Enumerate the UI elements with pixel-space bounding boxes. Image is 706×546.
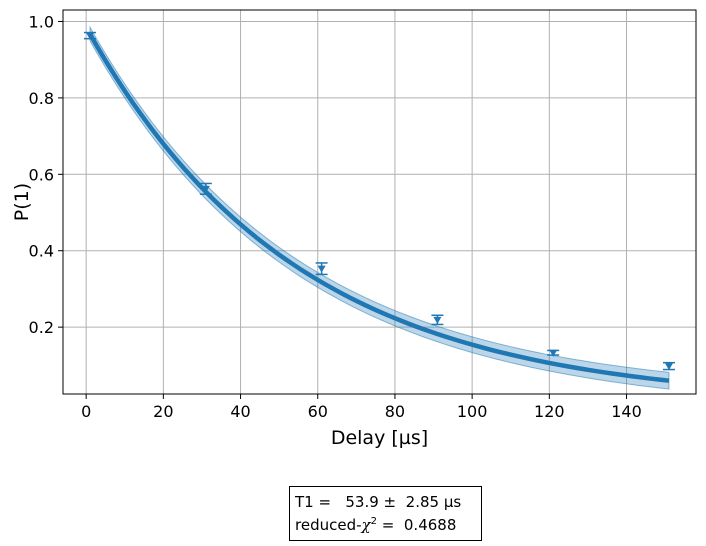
y-tick-label: 0.2 <box>29 318 54 337</box>
point-marker <box>433 316 442 324</box>
fit-line <box>88 32 670 383</box>
chi-equals: = <box>381 515 395 534</box>
data-point <box>315 262 328 276</box>
y-tick-label: 0.8 <box>29 89 54 108</box>
plot-frame <box>62 9 697 395</box>
point-marker <box>317 265 326 273</box>
x-tick-label: 60 <box>308 402 328 421</box>
t1-value: 53.9 <box>345 492 379 511</box>
data-point <box>84 31 97 40</box>
data-point <box>199 182 212 195</box>
fit-curve <box>88 32 670 383</box>
x-tick-label: 100 <box>457 402 488 421</box>
point-marker <box>549 349 558 357</box>
chart: 0 20 40 60 80 100 120 140 0.2 0.4 0.6 0.8 1.0 Delay … <box>11 9 697 449</box>
t1-unit: µs <box>443 492 462 511</box>
point-marker <box>86 32 95 40</box>
x-tick-label: 20 <box>153 402 173 421</box>
data-point <box>431 314 444 326</box>
data-point <box>662 361 675 371</box>
data-points <box>84 31 675 371</box>
point-marker <box>201 185 210 193</box>
y-tick-label: 0.4 <box>29 242 54 261</box>
fit-result-box: T1 = 53.9 ± 2.85 µs reduced-χ2 = 0.4688 <box>289 486 482 541</box>
x-tick-label: 80 <box>385 402 405 421</box>
t1-result: T1 = 53.9 ± 2.85 µs <box>295 491 481 514</box>
chi-prefix: reduced- <box>295 515 362 534</box>
point-marker <box>664 363 673 371</box>
t1-error: 2.85 <box>405 492 440 511</box>
grid <box>63 10 696 394</box>
x-tick-label: 40 <box>230 402 250 421</box>
y-tick-label: 1.0 <box>29 12 54 31</box>
y-axis-label: P(1) <box>11 183 33 221</box>
fit-band <box>89 25 670 390</box>
fit-confidence-band <box>89 25 670 390</box>
x-tick-label: 140 <box>611 402 642 421</box>
chi-result: reduced-χ2 = 0.4688 <box>295 514 481 537</box>
x-axis-label: Delay [µs] <box>331 427 428 449</box>
t1-label: T1 = <box>295 492 332 511</box>
x-tick-label: 120 <box>534 402 565 421</box>
x-tick-label: 0 <box>81 402 91 421</box>
data-point <box>547 349 560 357</box>
axis-ticks: 0 20 40 60 80 100 120 140 0.2 0.4 0.6 0.8 1.0 <box>29 12 642 421</box>
chi-power: 2 <box>370 515 377 527</box>
chi-symbol: χ <box>361 515 371 534</box>
chi-value: 0.4688 <box>403 515 457 534</box>
y-tick-label: 0.6 <box>29 165 54 184</box>
t1-plus-minus: ± <box>383 492 397 511</box>
